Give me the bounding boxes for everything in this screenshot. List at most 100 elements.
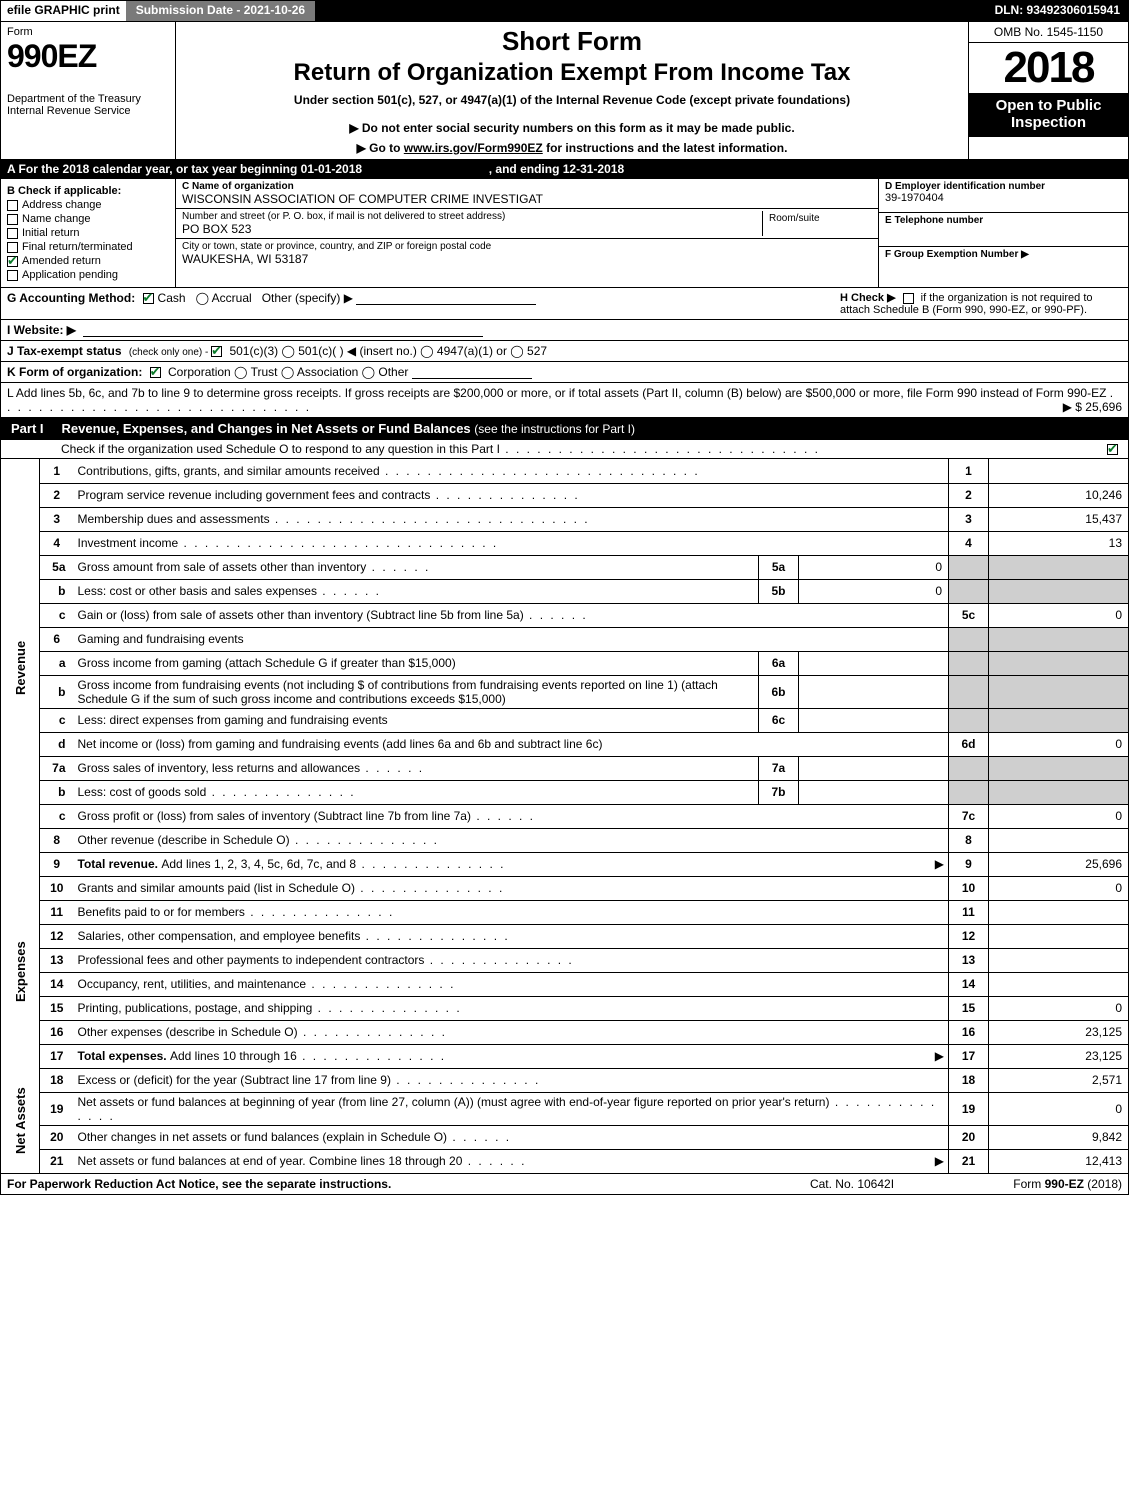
g-other-blank[interactable] <box>356 293 536 305</box>
footer-right: Form 990-EZ (2018) <box>952 1177 1122 1191</box>
grid-row: bLess: cost or other basis and sales exp… <box>1 579 1129 603</box>
right-val-shade <box>989 780 1129 804</box>
block-b-item: Application pending <box>7 269 169 281</box>
block-b-item: Amended return <box>7 255 169 267</box>
block-b-check-5[interactable] <box>7 270 18 281</box>
line-l: L Add lines 5b, 6c, and 7b to line 9 to … <box>0 383 1129 418</box>
line-number: 19 <box>40 1092 74 1125</box>
block-b-item: Initial return <box>7 227 169 239</box>
address-value: PO BOX 523 <box>182 222 762 236</box>
right-num: 4 <box>949 531 989 555</box>
grid-row: 12Salaries, other compensation, and empl… <box>1 924 1129 948</box>
right-num: 16 <box>949 1020 989 1044</box>
line-desc: Professional fees and other payments to … <box>74 948 949 972</box>
right-val: 23,125 <box>989 1044 1129 1068</box>
inline-label: 6b <box>759 675 799 708</box>
efile-print[interactable]: print <box>93 3 120 17</box>
inline-value: 0 <box>799 579 949 603</box>
block-b-check-0[interactable] <box>7 200 18 211</box>
line-number: 7a <box>40 756 74 780</box>
right-num: 19 <box>949 1092 989 1125</box>
right-val-shade <box>989 675 1129 708</box>
phone-cell: E Telephone number <box>879 213 1128 247</box>
grid-row: 16Other expenses (describe in Schedule O… <box>1 1020 1129 1044</box>
line-number: 6 <box>40 627 74 651</box>
h-check[interactable] <box>903 293 914 304</box>
line-number: 1 <box>40 459 74 483</box>
line-number: 11 <box>40 900 74 924</box>
open-inspection: Open to Public Inspection <box>969 93 1128 137</box>
right-val: 25,696 <box>989 852 1129 876</box>
ein-label: D Employer identification number <box>885 181 1122 192</box>
j-501c3-check[interactable] <box>211 346 222 357</box>
form-header: Form 990EZ Department of the Treasury In… <box>0 22 1129 160</box>
block-b-item: Address change <box>7 199 169 211</box>
efile-badge[interactable]: efile GRAPHIC print <box>1 1 126 21</box>
goto-link[interactable]: www.irs.gov/Form990EZ <box>404 141 543 155</box>
line-number: 14 <box>40 972 74 996</box>
line-number: c <box>40 804 74 828</box>
g-cash-check[interactable] <box>143 293 154 304</box>
part1-sub-check[interactable] <box>1107 444 1118 455</box>
inline-value <box>799 780 949 804</box>
l-text: L Add lines 5b, 6c, and 7b to line 9 to … <box>7 386 1106 400</box>
line-desc: Contributions, gifts, grants, and simila… <box>74 459 949 483</box>
k-label: K Form of organization: <box>7 365 142 379</box>
line-number: b <box>40 579 74 603</box>
line-number: b <box>40 780 74 804</box>
block-b: B Check if applicable: Address changeNam… <box>1 179 176 287</box>
right-num: 5c <box>949 603 989 627</box>
right-val-shade <box>989 555 1129 579</box>
right-val: 0 <box>989 603 1129 627</box>
block-b-check-2[interactable] <box>7 228 18 239</box>
k-corp-check[interactable] <box>150 367 161 378</box>
period-a: A For the 2018 calendar year, or tax yea… <box>7 162 362 176</box>
block-b-label-2: Initial return <box>22 227 79 239</box>
i-blank[interactable] <box>83 325 483 337</box>
address-cell: Number and street (or P. O. box, if mail… <box>176 209 878 239</box>
line-desc: Gross profit or (loss) from sales of inv… <box>74 804 949 828</box>
right-num: 2 <box>949 483 989 507</box>
grid-row: aGross income from gaming (attach Schedu… <box>1 651 1129 675</box>
group-exemption-label: F Group Exemption Number ▶ <box>885 249 1122 260</box>
right-num: 15 <box>949 996 989 1020</box>
line-desc: Total expenses. Add lines 10 through 16 <box>74 1044 949 1068</box>
line-desc: Membership dues and assessments <box>74 507 949 531</box>
block-b-check-3[interactable] <box>7 242 18 253</box>
right-num: 9 <box>949 852 989 876</box>
line-number: 18 <box>40 1068 74 1092</box>
block-b-check-1[interactable] <box>7 214 18 225</box>
block-b-label: B Check if applicable: <box>7 185 169 197</box>
right-num: 7c <box>949 804 989 828</box>
part1-sub-text: Check if the organization used Schedule … <box>61 442 500 456</box>
line-number: 10 <box>40 876 74 900</box>
right-num: 13 <box>949 948 989 972</box>
line-number: 21 <box>40 1149 74 1173</box>
line-desc: Gross amount from sale of assets other t… <box>74 555 759 579</box>
grid-row: Revenue1Contributions, gifts, grants, an… <box>1 459 1129 483</box>
right-num-shade <box>949 675 989 708</box>
line-number: c <box>40 603 74 627</box>
under-section: Under section 501(c), 527, or 4947(a)(1)… <box>184 93 960 107</box>
efile-bold: GRAPHIC <box>34 3 93 17</box>
topbar: efile GRAPHIC print Submission Date - 20… <box>0 0 1129 22</box>
line-desc: Other expenses (describe in Schedule O) <box>74 1020 949 1044</box>
line-number: 5a <box>40 555 74 579</box>
k-other-blank[interactable] <box>412 367 532 379</box>
right-num-shade <box>949 708 989 732</box>
block-b-label-3: Final return/terminated <box>22 241 133 253</box>
block-b-check-4[interactable] <box>7 256 18 267</box>
section-label-expenses: Expenses <box>1 876 40 1068</box>
line-number: 4 <box>40 531 74 555</box>
ein-value: 39-1970404 <box>885 192 1122 204</box>
line-number: 12 <box>40 924 74 948</box>
grid-row: 19Net assets or fund balances at beginni… <box>1 1092 1129 1125</box>
right-val: 23,125 <box>989 1020 1129 1044</box>
grid-row: Net Assets18Excess or (deficit) for the … <box>1 1068 1129 1092</box>
line-number: 17 <box>40 1044 74 1068</box>
right-num: 10 <box>949 876 989 900</box>
inline-value <box>799 756 949 780</box>
right-val-shade <box>989 708 1129 732</box>
right-val: 10,246 <box>989 483 1129 507</box>
tax-year: 2018 <box>969 43 1128 93</box>
